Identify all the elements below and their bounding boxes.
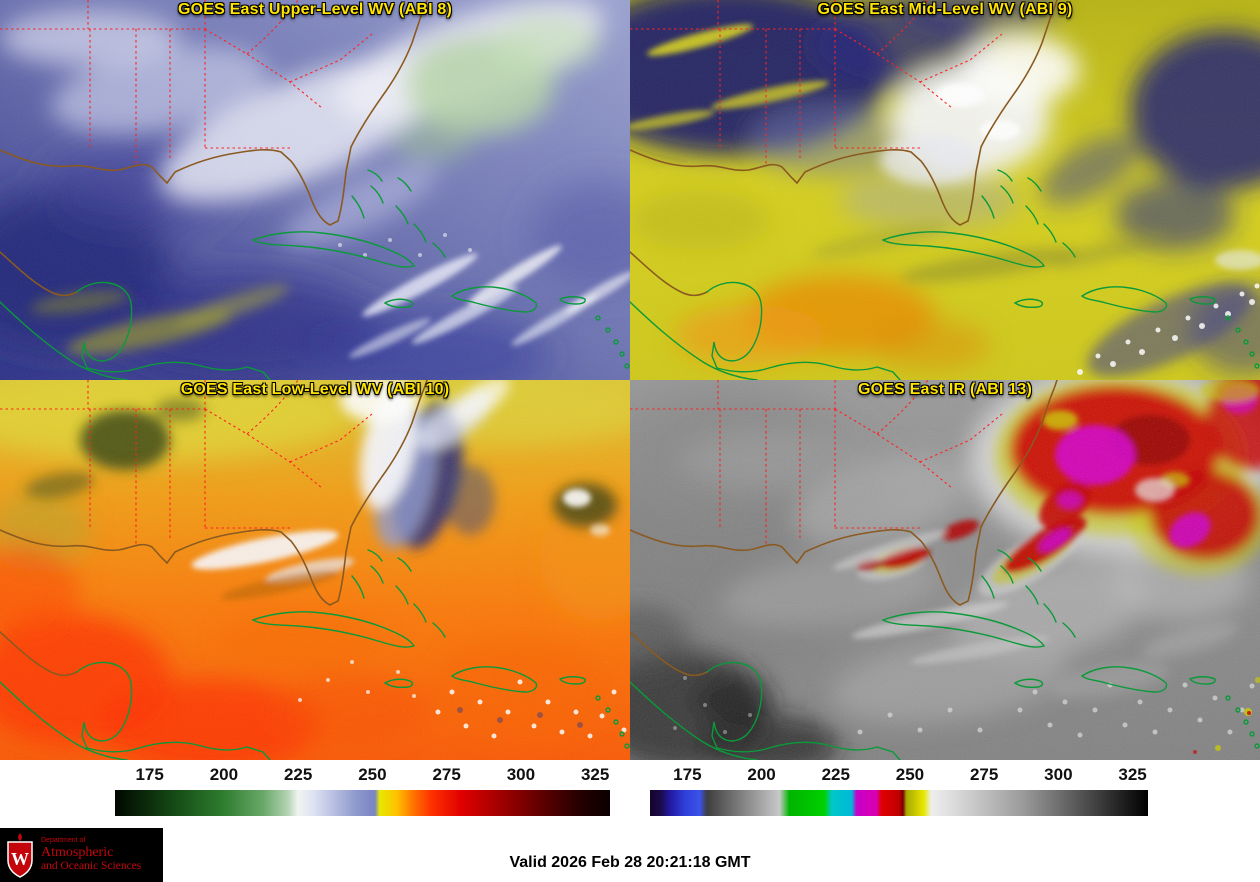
colorbar-tick-label: 175 — [135, 765, 164, 784]
colorbar-tick-label: 250 — [358, 765, 387, 784]
footer: W Department of Atmospheric and Oceanic … — [0, 828, 1260, 882]
panel-title-low-level-wv: GOES East Low-Level WV (ABI 10) — [180, 381, 450, 398]
logo-line-department: Department of — [41, 837, 86, 845]
colorbar-tick-label: 325 — [1118, 765, 1147, 784]
panel-title-upper-level-wv: GOES East Upper-Level WV (ABI 8) — [177, 1, 452, 18]
satellite-image-mid-level-wv — [630, 0, 1260, 380]
logo-line-oceanic: and Oceanic Sciences — [41, 860, 142, 873]
colorbar-tick-label: 200 — [747, 765, 776, 784]
panel-ir: GOES East IR (ABI 13) — [630, 380, 1260, 760]
ir-colorbar-legend: 175 200 225 250 275 300 325 — [650, 765, 1148, 816]
wv-colorbar-ticks: 175 200 225 250 275 300 325 — [115, 765, 610, 787]
ir-colorbar-ticks: 175 200 225 250 275 300 325 — [650, 765, 1148, 787]
panel-low-level-wv: GOES East Low-Level WV (ABI 10) — [0, 380, 630, 760]
panel-mid-level-wv: GOES East Mid-Level WV (ABI 9) — [630, 0, 1260, 380]
colorbar-tick-label: 225 — [283, 765, 313, 784]
colorbar-tick-label: 175 — [673, 765, 702, 784]
satellite-image-low-level-wv — [0, 380, 630, 760]
aos-department-logo: W Department of Atmospheric and Oceanic … — [0, 828, 163, 882]
crest-monogram: W — [11, 849, 29, 869]
colorbar-tick-label: 275 — [432, 765, 461, 784]
colorbar-tick-label: 250 — [895, 765, 925, 784]
panel-upper-level-wv: GOES East Upper-Level WV (ABI 8) — [0, 0, 630, 380]
logo-line-atmospheric: Atmospheric — [41, 845, 114, 861]
logo-text-block: Department of Atmospheric and Oceanic Sc… — [41, 837, 141, 872]
colorbar-tick-label: 275 — [969, 765, 999, 784]
colorbar-tick-label: 200 — [209, 765, 239, 784]
colorbar-legend-row: 175 200 225 250 275 300 325 175 200 225 … — [0, 760, 1260, 828]
satellite-image-upper-level-wv — [0, 0, 630, 380]
uw-crest-icon: W — [7, 833, 33, 878]
colorbar-tick-label: 300 — [506, 765, 536, 784]
wv-colorbar — [115, 790, 610, 816]
colorbar-tick-label: 300 — [1044, 765, 1073, 784]
panel-title-mid-level-wv: GOES East Mid-Level WV (ABI 9) — [817, 1, 1073, 18]
satellite-image-ir — [630, 380, 1260, 760]
panel-title-ir: GOES East IR (ABI 13) — [857, 381, 1033, 398]
colorbar-tick-label: 225 — [821, 765, 850, 784]
satellite-panel-grid: GOES East Upper-Level WV (ABI 8) — [0, 0, 1260, 760]
colorbar-tick-label: 325 — [580, 765, 610, 784]
ir-colorbar — [650, 790, 1148, 816]
wv-colorbar-legend: 175 200 225 250 275 300 325 — [115, 765, 610, 816]
valid-timestamp: Valid 2026 Feb 28 20:21:18 GMT — [509, 854, 751, 871]
